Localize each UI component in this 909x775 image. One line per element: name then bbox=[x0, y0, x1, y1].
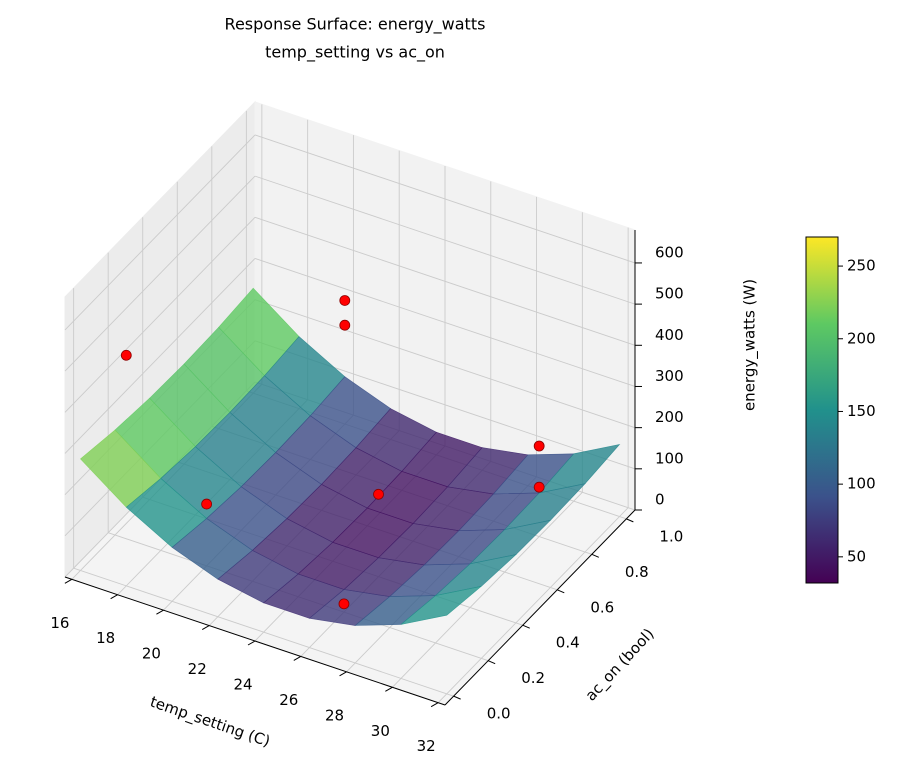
colorbar-tick-label: 100 bbox=[847, 475, 876, 493]
x-tick-label: 22 bbox=[188, 660, 207, 678]
x-tick-label: 18 bbox=[96, 629, 115, 647]
x-tick-label: 28 bbox=[325, 706, 344, 724]
axis-line bbox=[64, 576, 446, 706]
grid-line bbox=[254, 175, 636, 305]
grid-line bbox=[73, 567, 454, 697]
grid-line bbox=[64, 134, 256, 331]
x-axis-title: temp_setting (C) bbox=[147, 693, 272, 752]
grid-line bbox=[254, 216, 636, 346]
z-tick-label: 400 bbox=[655, 326, 684, 344]
z-tick-label: 600 bbox=[655, 243, 684, 261]
grid-line bbox=[64, 216, 256, 413]
colorbar-tick-label: 50 bbox=[847, 547, 866, 565]
x-tick-label: 30 bbox=[371, 722, 390, 740]
x-tick bbox=[247, 640, 256, 646]
x-tick bbox=[64, 578, 73, 584]
x-tick bbox=[201, 625, 210, 631]
data-point bbox=[373, 488, 384, 500]
z-tick-label: 200 bbox=[655, 408, 684, 426]
grid-line bbox=[254, 134, 636, 264]
x-tick-label: 16 bbox=[50, 614, 69, 632]
x-tick-label: 20 bbox=[142, 645, 161, 663]
data-point bbox=[533, 440, 545, 452]
y-tick bbox=[591, 553, 600, 558]
grid-line bbox=[437, 507, 629, 704]
y-tick bbox=[453, 695, 461, 700]
x-tick-label: 24 bbox=[233, 676, 252, 694]
grid-line bbox=[254, 299, 636, 429]
chart-subtitle: temp_setting vs ac_on bbox=[265, 43, 445, 63]
colorbar-tick-label: 250 bbox=[847, 257, 876, 275]
colorbar bbox=[805, 236, 839, 584]
y-tick bbox=[487, 660, 496, 665]
z-tick-label: 300 bbox=[655, 367, 684, 385]
z-tick-label: 100 bbox=[655, 449, 684, 467]
data-point bbox=[338, 598, 350, 610]
grid-line bbox=[392, 491, 583, 688]
data-point bbox=[339, 295, 351, 306]
z-axis-title: energy_watts (W) bbox=[741, 279, 760, 411]
y-tick bbox=[557, 589, 565, 594]
x-tick-label: 26 bbox=[279, 691, 298, 709]
grid-line bbox=[64, 175, 256, 372]
x-tick bbox=[430, 702, 439, 708]
x-tick bbox=[339, 671, 347, 677]
data-point bbox=[201, 498, 213, 510]
x-tick-label: 32 bbox=[417, 737, 436, 755]
y-tick-label: 0.6 bbox=[590, 598, 614, 616]
x-tick bbox=[385, 686, 393, 692]
z-tick-label: 0 bbox=[655, 491, 665, 509]
x-tick bbox=[293, 655, 302, 661]
colorbar-tick-label: 150 bbox=[847, 402, 876, 420]
y-tick-label: 0.4 bbox=[556, 634, 580, 652]
y-tick-label: 1.0 bbox=[659, 527, 683, 545]
data-point bbox=[533, 481, 545, 493]
chart-title: Response Surface: energy_watts bbox=[225, 15, 486, 35]
y-axis-title: ac_on (bool) bbox=[582, 625, 659, 705]
y-tick-label: 0.8 bbox=[625, 563, 649, 581]
y-tick bbox=[626, 518, 634, 523]
x-tick bbox=[110, 594, 118, 600]
x-tick bbox=[156, 609, 164, 615]
surface-patch bbox=[400, 586, 482, 625]
colorbar-tick-label: 200 bbox=[847, 329, 876, 347]
grid-line bbox=[64, 258, 256, 454]
z-tick-label: 500 bbox=[655, 285, 684, 303]
y-tick-label: 0.0 bbox=[487, 705, 511, 723]
data-point bbox=[120, 349, 132, 361]
y-tick bbox=[522, 624, 530, 629]
data-point bbox=[339, 319, 351, 331]
axis-line bbox=[444, 509, 636, 706]
grid-line bbox=[254, 258, 636, 387]
y-tick-label: 0.2 bbox=[521, 669, 545, 687]
